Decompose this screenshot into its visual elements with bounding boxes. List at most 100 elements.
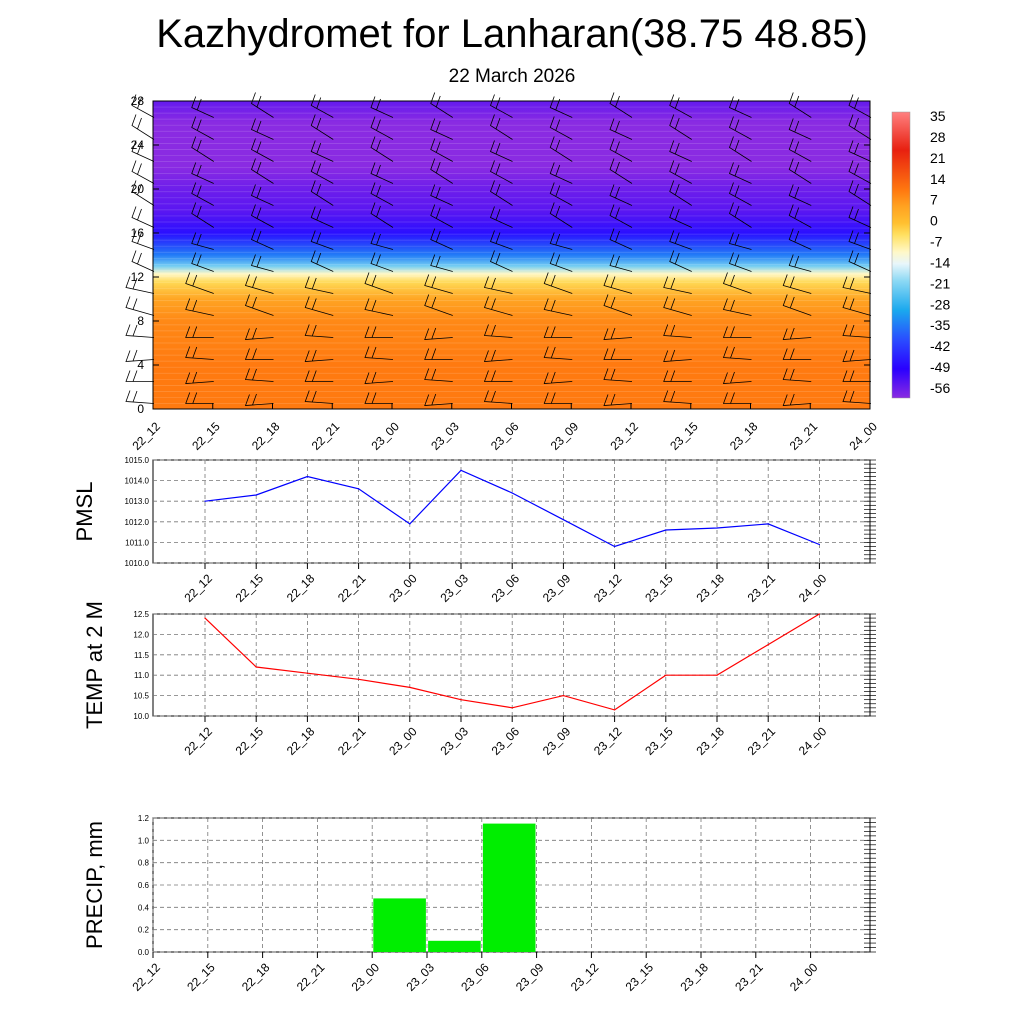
chart-title: Kazhydromet for Lanharan(38.75 48.85) <box>156 12 868 56</box>
y-tick-label: 10.5 <box>133 692 149 701</box>
y-tick-label: 0 <box>137 402 144 416</box>
wind-barb <box>722 371 752 384</box>
wind-barb <box>250 184 274 206</box>
x-tick-label: 23_21 <box>745 724 779 758</box>
wind-barb <box>490 160 513 184</box>
pmsl-data-point <box>204 500 206 502</box>
wind-barb <box>848 230 872 250</box>
wind-barb <box>244 294 274 316</box>
wind-barb <box>191 232 214 250</box>
x-tick-label: 23_09 <box>540 571 574 605</box>
colorbar-label: 14 <box>930 171 946 187</box>
wind-barb <box>609 204 633 228</box>
y-tick-label: 20 <box>131 182 145 196</box>
x-tick-label: 23_06 <box>489 724 523 758</box>
wind-barb <box>669 160 692 184</box>
wind-barb <box>370 202 394 228</box>
wind-barb <box>848 180 872 206</box>
x-tick-label: 23_18 <box>677 960 711 994</box>
wind-barb <box>483 390 513 404</box>
pmsl-ylabel: PMSL <box>72 482 97 542</box>
wind-barb <box>848 206 872 228</box>
wind-barb <box>244 393 274 406</box>
x-tick-label: 22_12 <box>181 571 215 605</box>
wind-barb <box>424 368 453 382</box>
pmsl-data-point <box>460 469 462 471</box>
wind-barb <box>549 202 573 228</box>
wind-barb <box>669 114 692 140</box>
wind-barb <box>131 180 155 206</box>
temp-data-point <box>358 678 360 680</box>
x-tick-label: 24_00 <box>846 419 880 453</box>
wind-barb <box>782 274 812 294</box>
wind-barb <box>782 393 812 406</box>
wind-barb <box>125 324 155 338</box>
pmsl-data-point <box>818 543 821 546</box>
wind-barb <box>722 326 752 338</box>
wind-barb <box>185 392 214 404</box>
x-tick-label: 23_00 <box>386 724 420 758</box>
x-tick-label: 22_18 <box>284 724 318 758</box>
y-tick-label: 10.0 <box>133 712 149 721</box>
y-tick-label: 1011.0 <box>125 538 149 547</box>
wind-barb <box>131 140 155 162</box>
pmsl-data-point <box>614 545 616 548</box>
precip-bar <box>428 940 481 952</box>
wind-barb <box>609 158 633 184</box>
chart-subtitle: 22 March 2026 <box>448 66 576 87</box>
pmsl-frame <box>152 459 871 564</box>
colorbar-label: -21 <box>930 275 950 291</box>
wind-barb <box>549 232 573 250</box>
x-tick-label: 22_12 <box>129 419 163 453</box>
wind-barb <box>848 114 872 140</box>
wind-barb <box>251 204 274 228</box>
pmsl-data-point <box>767 523 769 525</box>
wind-barb <box>364 392 393 404</box>
y-tick-label: 1.2 <box>138 814 150 823</box>
wind-barb <box>430 254 453 272</box>
wind-barb <box>669 94 692 118</box>
wind-barb <box>370 136 394 162</box>
x-tick-label: 23_09 <box>513 960 547 994</box>
wind-barb <box>609 138 633 162</box>
x-tick-label: 23_03 <box>437 724 471 758</box>
wind-barb <box>370 232 394 250</box>
wind-barb <box>370 116 394 140</box>
wind-barb <box>125 276 155 294</box>
wind-barb <box>722 346 752 360</box>
wind-barb <box>663 324 692 338</box>
temp-ylabel: TEMP at 2 M <box>82 601 107 729</box>
temp-data-point <box>255 666 257 668</box>
wind-barb <box>304 276 334 294</box>
wind-barb <box>549 182 573 206</box>
wind-barb <box>424 348 453 360</box>
pmsl-data-point <box>358 488 360 490</box>
x-tick-label: 23_18 <box>727 419 761 453</box>
temp-data-point <box>665 674 667 676</box>
y-tick-label: 1013.0 <box>125 497 150 506</box>
wind-barb <box>185 371 214 384</box>
wind-barb <box>191 162 214 184</box>
wind-barb <box>370 182 394 206</box>
wind-barb <box>364 346 394 360</box>
colorbar-label: 28 <box>930 129 946 145</box>
y-tick-label: 1010.0 <box>125 559 150 568</box>
x-tick-label: 24_00 <box>787 960 821 994</box>
wind-barb <box>430 158 453 184</box>
colorbar-label: -56 <box>930 380 950 396</box>
wind-barb <box>430 184 453 206</box>
wind-barb <box>603 393 633 406</box>
wind-barb <box>191 136 214 162</box>
temp-frame <box>152 613 871 717</box>
wind-barb <box>782 348 812 360</box>
wind-barb <box>185 272 214 294</box>
wind-barb <box>788 204 812 228</box>
pmsl-data-point <box>255 494 257 496</box>
wind-barb <box>788 254 812 272</box>
x-tick-label: 22_12 <box>181 724 215 758</box>
x-tick-label: 22_12 <box>129 960 163 994</box>
wind-barb <box>848 94 872 118</box>
wind-barb <box>304 296 334 316</box>
x-tick-label: 23_15 <box>642 571 676 605</box>
x-tick-label: 23_12 <box>607 419 641 453</box>
